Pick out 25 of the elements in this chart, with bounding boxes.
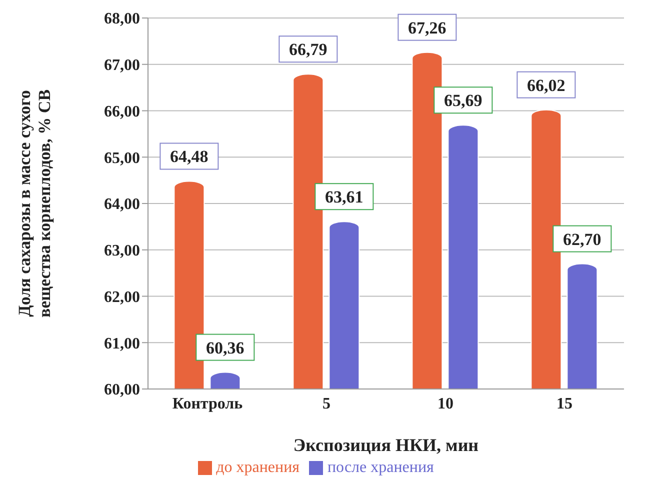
y-tick-label: 67,00 [104, 57, 140, 74]
x-axis-title: Экспозиция НКИ, мин [293, 435, 479, 455]
y-axis-title: Доля сахарозы в массе сухого вещества корнеплодов, % СВ [15, 89, 54, 318]
data-label: 64,48 [170, 147, 208, 166]
x-tick-label: 15 [556, 395, 572, 412]
y-tick-label: 62,00 [104, 288, 140, 306]
data-label: 62,70 [563, 230, 602, 249]
data-label: 66,02 [527, 76, 566, 95]
x-tick-label: Контроль [172, 395, 244, 412]
x-tick-label: 10 [438, 395, 454, 412]
y-tick-label: 60,00 [104, 382, 140, 399]
data-label: 66,79 [289, 40, 328, 60]
y-tick-label: 64,00 [104, 196, 140, 214]
data-label: 63,61 [325, 188, 364, 207]
y-tick-label: 66,00 [104, 103, 140, 120]
y-tick-label: 63,00 [104, 242, 140, 260]
data-label: 60,36 [206, 338, 244, 358]
legend-label: после хранения [327, 459, 434, 476]
data-label: 65,69 [444, 91, 482, 110]
y-tick-label: 61,00 [104, 335, 140, 352]
x-tick-label: 5 [322, 395, 330, 412]
legend-label: до хранения [216, 459, 300, 476]
data-label: 67,26 [408, 18, 446, 38]
y-tick-label: 68,00 [104, 10, 140, 28]
y-tick-label: 65,00 [104, 150, 140, 167]
